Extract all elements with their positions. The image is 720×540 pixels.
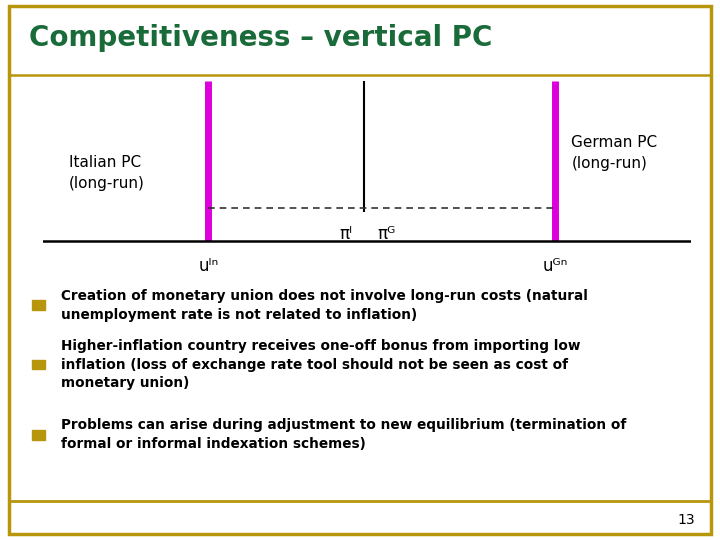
Text: 13: 13 bbox=[678, 512, 695, 526]
Text: πᴳ: πᴳ bbox=[377, 225, 395, 242]
Text: Italian PC
(long-run): Italian PC (long-run) bbox=[69, 156, 145, 191]
Text: Problems can arise during adjustment to new equilibrium (termination of
formal o: Problems can arise during adjustment to … bbox=[61, 418, 626, 451]
Text: uᴵⁿ: uᴵⁿ bbox=[198, 258, 219, 275]
Text: uᴳⁿ: uᴳⁿ bbox=[542, 258, 568, 275]
Text: Competitiveness – vertical PC: Competitiveness – vertical PC bbox=[29, 24, 492, 52]
Text: Higher-inflation country receives one-off bonus from importing low
inflation (lo: Higher-inflation country receives one-of… bbox=[61, 339, 581, 390]
Text: πᴵ: πᴵ bbox=[340, 225, 353, 242]
Text: Creation of monetary union does not involve long-run costs (natural
unemployment: Creation of monetary union does not invo… bbox=[61, 288, 588, 322]
Text: German PC
(long-run): German PC (long-run) bbox=[572, 135, 657, 171]
